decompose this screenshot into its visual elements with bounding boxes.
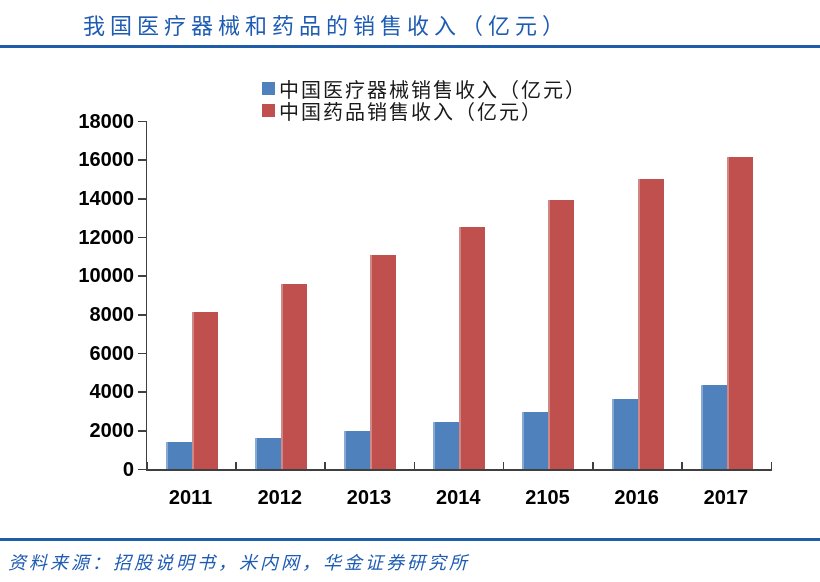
y-axis-tick bbox=[138, 430, 146, 432]
legend-label-drugs: 中国药品销售收入（亿元） bbox=[279, 99, 543, 124]
y-axis-label: 2000 bbox=[89, 419, 135, 442]
legend-label-devices: 中国医疗器械销售收入（亿元） bbox=[279, 77, 587, 102]
bar-drugs-2017 bbox=[726, 156, 753, 469]
bar-devices-2013 bbox=[344, 431, 371, 469]
y-axis-label: 14000 bbox=[78, 187, 134, 210]
x-axis-label-2011: 2011 bbox=[168, 487, 213, 509]
legend-item-devices: 中国医疗器械销售收入（亿元） bbox=[262, 77, 587, 102]
title-divider-line bbox=[0, 45, 820, 48]
chart-title: 我国医疗器械和药品的销售收入（亿元） bbox=[83, 15, 570, 40]
x-axis-label-2013: 2013 bbox=[346, 487, 392, 509]
y-axis-label: 0 bbox=[122, 458, 134, 481]
x-axis-tick bbox=[681, 461, 683, 470]
x-axis-label-2016: 2016 bbox=[614, 487, 659, 509]
x-axis-tick bbox=[235, 461, 237, 470]
source-note: 资料来源：招股说明书，米内网，华金证券研究所 bbox=[8, 553, 470, 574]
bar-drugs-2012 bbox=[280, 284, 307, 469]
y-axis-tick bbox=[138, 275, 146, 277]
x-axis-label-2105: 2105 bbox=[525, 487, 570, 509]
x-axis-tick bbox=[502, 461, 505, 470]
x-axis-tick bbox=[770, 461, 772, 470]
y-axis-tick bbox=[138, 236, 146, 239]
bar-devices-2014 bbox=[433, 421, 460, 469]
bar-chart-plot-area bbox=[146, 121, 772, 471]
y-axis-tick bbox=[138, 198, 146, 200]
legend-item-drugs: 中国药品销售收入（亿元） bbox=[262, 99, 587, 124]
bar-devices-2016 bbox=[611, 399, 638, 469]
bar-devices-2105 bbox=[522, 411, 549, 469]
y-axis-tick bbox=[138, 120, 146, 123]
x-axis-tick bbox=[413, 461, 416, 470]
y-axis-label: 8000 bbox=[89, 303, 135, 326]
bar-drugs-2105 bbox=[548, 200, 575, 469]
y-axis-tick bbox=[138, 468, 146, 471]
bar-drugs-2011 bbox=[191, 312, 218, 469]
x-axis-label-2017: 2017 bbox=[703, 487, 749, 509]
y-axis-label: 12000 bbox=[78, 226, 134, 249]
legend-swatch-red-icon bbox=[262, 103, 275, 117]
y-axis-tick bbox=[138, 352, 146, 355]
y-axis-tick bbox=[138, 391, 146, 393]
x-axis-label-2012: 2012 bbox=[257, 487, 303, 509]
bar-devices-2012 bbox=[254, 438, 281, 469]
x-axis-label-2014: 2014 bbox=[436, 487, 481, 509]
x-axis-tick bbox=[324, 461, 326, 470]
y-axis-label: 16000 bbox=[78, 149, 134, 172]
y-axis-tick bbox=[138, 159, 146, 161]
y-axis-label: 4000 bbox=[89, 381, 135, 404]
y-axis-label: 6000 bbox=[89, 342, 135, 365]
footer-divider-line bbox=[0, 538, 820, 541]
bar-devices-2017 bbox=[700, 384, 727, 469]
bar-drugs-2014 bbox=[459, 227, 486, 469]
x-axis-tick bbox=[146, 461, 148, 470]
y-axis-label: 18000 bbox=[78, 110, 134, 133]
y-axis-tick bbox=[138, 314, 146, 316]
y-axis-label: 10000 bbox=[78, 265, 134, 288]
bar-devices-2011 bbox=[165, 441, 192, 469]
legend-swatch-blue-icon bbox=[262, 81, 275, 95]
x-axis-tick bbox=[592, 461, 594, 470]
bar-drugs-2013 bbox=[370, 255, 397, 469]
chart-legend: 中国医疗器械销售收入（亿元） 中国药品销售收入（亿元） bbox=[262, 77, 587, 124]
bar-drugs-2016 bbox=[637, 179, 664, 469]
